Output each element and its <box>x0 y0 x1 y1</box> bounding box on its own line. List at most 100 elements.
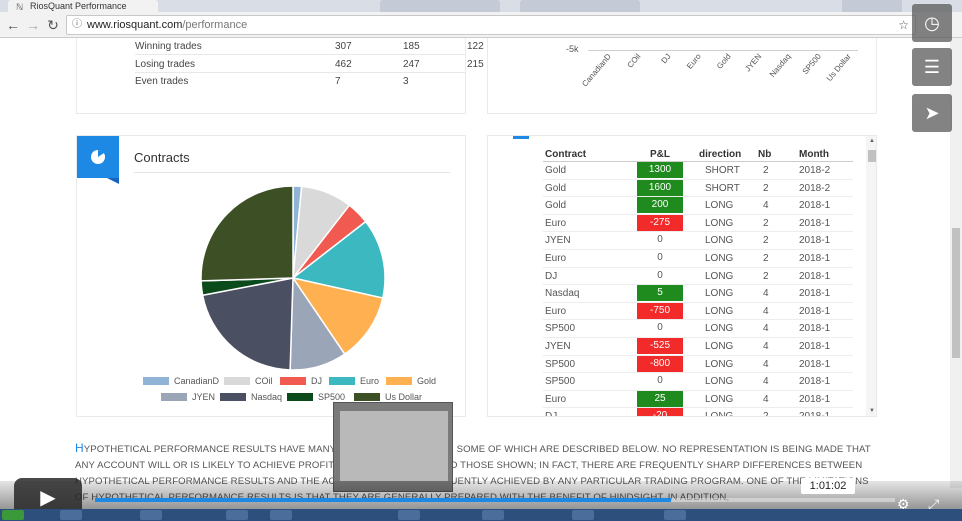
taskbar-app-icon[interactable] <box>398 510 420 520</box>
legend-item[interactable]: Gold <box>386 376 436 386</box>
trades-value: 3 <box>403 76 409 87</box>
table-scrollbar[interactable]: ▲ ▼ <box>866 136 876 416</box>
scroll-down-icon[interactable]: ▼ <box>869 408 875 414</box>
cell-contract: SP500 <box>545 376 576 388</box>
legend-item[interactable]: COil <box>224 376 273 386</box>
layers-icon[interactable]: ☰ <box>912 48 952 86</box>
card-title: Contracts <box>134 150 190 165</box>
fullscreen-icon[interactable]: ⤢ <box>928 496 940 512</box>
trades-value: 215 <box>467 58 484 70</box>
table-row[interactable]: Gold 200 LONG 4 2018-1 <box>543 197 853 215</box>
cell-contract: Gold <box>545 182 567 194</box>
cell-nb: 2 <box>763 253 769 264</box>
table-scroll-thumb[interactable] <box>868 150 876 162</box>
trades-row: Even trades 7 3 <box>135 73 465 90</box>
pie-chart-icon <box>77 136 119 184</box>
table-row[interactable]: SP500 0 LONG 4 2018-1 <box>543 373 853 391</box>
cell-nb: 4 <box>763 200 769 212</box>
header-pl[interactable]: P&L <box>650 149 670 160</box>
pie-slice-nasdaq[interactable] <box>201 277 294 371</box>
pie-slice-gold[interactable] <box>291 276 384 356</box>
forward-arrow-icon[interactable]: → <box>26 17 40 33</box>
trades-summary-card: Winning trades 307 185 122 Losing trades 462 2… <box>76 38 484 114</box>
preview-content <box>340 411 448 481</box>
legend-label: Euro <box>360 376 380 386</box>
pie-slice-us-dollar[interactable] <box>200 185 294 282</box>
progress-fill <box>95 498 671 502</box>
cell-nb: 2 <box>763 411 769 417</box>
table-row[interactable]: JYEN -525 LONG 4 2018-1 <box>543 338 853 356</box>
table-row[interactable]: SP500 -800 LONG 4 2018-1 <box>543 355 853 374</box>
disclaimer-drop-cap: H <box>75 441 84 455</box>
table-row[interactable]: DJ 0 LONG 2 2018-1 <box>543 268 853 286</box>
table-row[interactable]: DJ -20 LONG 2 2018-1 <box>543 408 853 417</box>
video-progress-bar[interactable] <box>95 498 895 502</box>
table-row[interactable]: Euro 25 LONG 4 2018-1 <box>543 390 853 409</box>
cell-contract: Nasdaq <box>545 288 580 300</box>
cell-nb: 4 <box>763 305 769 317</box>
cell-pl: -275 <box>637 214 683 231</box>
table-row[interactable]: Euro 0 LONG 2 2018-1 <box>543 250 853 268</box>
header-direction[interactable]: direction <box>699 149 742 160</box>
address-bar[interactable]: ⓘ www.riosquant.com/performance ☆ <box>66 15 916 35</box>
x-tick-label: Euro <box>685 52 703 71</box>
legend-item[interactable]: Us Dollar <box>354 392 422 402</box>
legend-label: Us Dollar <box>385 392 423 402</box>
legend-swatch <box>280 377 306 385</box>
taskbar-app-icon[interactable] <box>226 510 248 520</box>
table-row[interactable]: Nasdaq 5 LONG 4 2018-1 <box>543 285 853 303</box>
cell-direction: LONG <box>705 411 734 417</box>
watch-later-clock-icon[interactable]: ◷ <box>912 4 952 42</box>
legend-item[interactable]: DJ <box>280 376 322 386</box>
legend-item[interactable]: JYEN <box>161 392 215 402</box>
table-row[interactable]: JYEN 0 LONG 2 2018-1 <box>543 232 853 250</box>
header-nb[interactable]: Nb <box>758 149 772 160</box>
cell-nb: 4 <box>763 376 769 388</box>
header-month[interactable]: Month <box>799 149 829 160</box>
taskbar-app-icon[interactable] <box>140 510 162 520</box>
share-send-icon[interactable]: ➤ <box>912 94 952 132</box>
cell-pl: 0 <box>657 234 663 246</box>
cell-month: 2018-2 <box>799 165 831 176</box>
cell-month: 2018-1 <box>799 341 831 352</box>
cell-direction: LONG <box>705 270 734 282</box>
legend-swatch <box>224 377 250 385</box>
table-row[interactable]: Gold 1600 SHORT 2 2018-2 <box>543 179 853 198</box>
taskbar-app-icon[interactable] <box>270 510 292 520</box>
legend-item[interactable]: Nasdaq <box>220 392 282 402</box>
trades-value: 462 <box>335 58 352 70</box>
browser-tab[interactable]: ℕ RiosQuant Performance <box>8 0 158 12</box>
taskbar-app-icon[interactable] <box>60 510 82 520</box>
cell-pl: 25 <box>637 390 683 407</box>
scrollbar-thumb[interactable] <box>952 228 960 358</box>
trades-value: 185 <box>403 41 420 52</box>
table-row[interactable]: SP500 0 LONG 4 2018-1 <box>543 320 853 338</box>
cell-contract: DJ <box>545 411 558 417</box>
page-scrollbar[interactable] <box>950 38 962 488</box>
browser-toolbar: ← → ↻ ⓘ www.riosquant.com/performance ☆ <box>0 12 962 38</box>
bookmark-star-icon[interactable]: ☆ <box>898 18 909 32</box>
cell-nb: 2 <box>763 182 769 194</box>
legend-item[interactable]: Euro <box>329 376 379 386</box>
legend-item[interactable]: SP500 <box>287 392 345 402</box>
favicon-icon: ℕ <box>16 2 24 12</box>
back-arrow-icon[interactable]: ← <box>6 17 20 33</box>
background-tab[interactable] <box>380 0 500 12</box>
taskbar-app-icon[interactable] <box>482 510 504 520</box>
start-button-icon[interactable] <box>2 510 24 520</box>
table-row[interactable]: Euro -275 LONG 2 2018-1 <box>543 214 853 233</box>
legend-item[interactable]: CanadianD <box>143 376 219 386</box>
table-row[interactable]: Euro -750 LONG 4 2018-1 <box>543 302 853 321</box>
cell-month: 2018-1 <box>799 217 831 229</box>
header-contract[interactable]: Contract <box>545 149 587 160</box>
taskbar-app-icon[interactable] <box>664 510 686 520</box>
reload-icon[interactable]: ↻ <box>47 17 59 33</box>
table-row[interactable]: Gold 1300 SHORT 2 2018-2 <box>543 162 853 180</box>
taskbar-app-icon[interactable] <box>572 510 594 520</box>
window-controls[interactable] <box>842 0 902 12</box>
scroll-up-icon[interactable]: ▲ <box>869 138 875 144</box>
background-tab[interactable] <box>520 0 640 12</box>
settings-gear-icon[interactable]: ⚙ <box>897 496 910 512</box>
pie-slice-euro[interactable] <box>291 220 386 299</box>
cell-pl: 5 <box>637 285 683 302</box>
